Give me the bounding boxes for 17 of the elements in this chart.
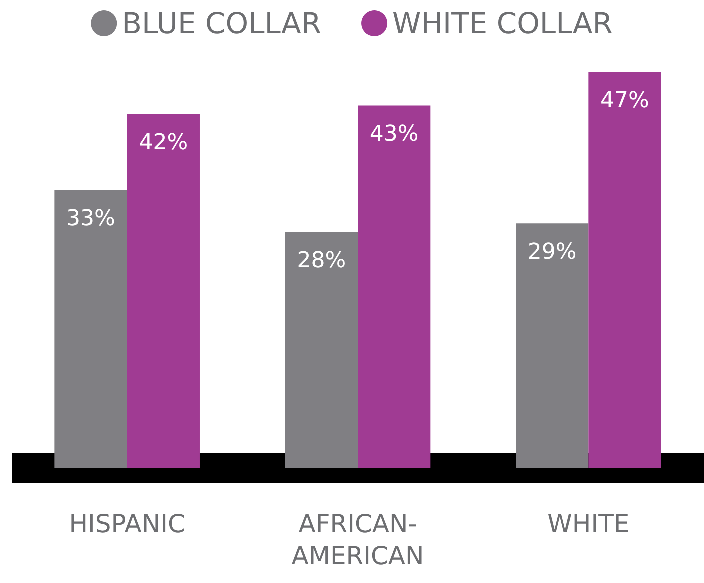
x-tick-label: WHITE xyxy=(548,510,630,538)
bar xyxy=(358,106,431,468)
bar xyxy=(285,232,358,468)
data-label: 29% xyxy=(528,240,577,266)
bar xyxy=(127,114,200,468)
bar xyxy=(516,224,589,468)
bar xyxy=(588,72,662,468)
bar xyxy=(54,190,128,468)
data-label: 43% xyxy=(370,122,419,148)
data-label: 47% xyxy=(600,88,650,114)
x-tick-label: AFRICAN-AMERICAN xyxy=(292,510,424,570)
x-tick-label: HISPANIC xyxy=(69,510,186,538)
data-label: 42% xyxy=(139,130,188,156)
data-label: 28% xyxy=(297,248,346,274)
legend-label: BLUE COLLAR xyxy=(122,6,322,40)
data-label: 33% xyxy=(66,206,116,232)
legend-label: WHITE COLLAR xyxy=(392,6,613,40)
